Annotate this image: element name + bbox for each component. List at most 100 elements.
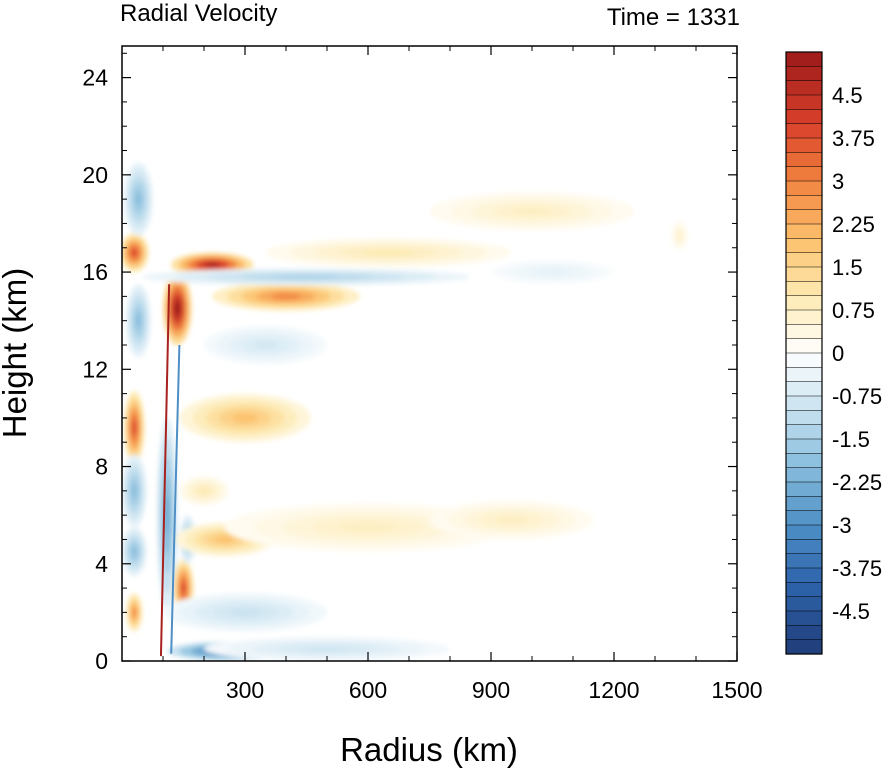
x-tick-label: 900 bbox=[472, 677, 510, 703]
eyewall-outflow-line bbox=[159, 284, 171, 657]
x-tick-label: 600 bbox=[349, 677, 387, 703]
field-blob bbox=[165, 495, 170, 535]
field-blob bbox=[339, 522, 397, 533]
colorbar-bin bbox=[785, 166, 823, 182]
velocity-field-lines bbox=[159, 284, 181, 657]
field-blob bbox=[199, 487, 209, 494]
colorbar-tick-label: -4.5 bbox=[832, 599, 870, 624]
colorbar-bin bbox=[785, 625, 823, 641]
x-tick-label: 1500 bbox=[711, 677, 762, 703]
colorbar-bin bbox=[785, 94, 823, 110]
colorbar-bin bbox=[785, 295, 823, 311]
colorbar-tick-label: -3 bbox=[832, 513, 852, 538]
colorbar-bin bbox=[785, 352, 823, 368]
colorbar-bin bbox=[785, 610, 823, 626]
y-tick-label: 8 bbox=[95, 454, 108, 480]
colorbar-bin bbox=[785, 238, 823, 254]
y-tick-label: 0 bbox=[95, 648, 108, 674]
field-blob bbox=[181, 582, 186, 594]
field-blob bbox=[511, 207, 553, 216]
field-blob bbox=[677, 232, 682, 239]
colorbar-bin bbox=[785, 539, 823, 555]
colorbar-bin bbox=[785, 209, 823, 225]
field-blob bbox=[540, 269, 565, 275]
field-blob bbox=[131, 546, 137, 557]
eyewall-inflow-line bbox=[170, 344, 181, 654]
colorbar-tick-label: 3 bbox=[832, 169, 844, 194]
y-axis-label: Height (km) bbox=[0, 268, 33, 439]
field-blob bbox=[131, 248, 138, 257]
y-tick-label: 24 bbox=[82, 65, 108, 91]
x-tick-label: 300 bbox=[226, 677, 264, 703]
colorbar-bin bbox=[785, 553, 823, 569]
time-label: Time = 1331 bbox=[607, 4, 740, 31]
colorbar-bin bbox=[785, 266, 823, 282]
colorbar-bin bbox=[785, 51, 823, 67]
colorbar-bin bbox=[785, 309, 823, 325]
field-blob bbox=[135, 191, 142, 207]
colorbar-bin bbox=[785, 453, 823, 469]
x-axis-label: Radius (km) bbox=[340, 731, 518, 768]
velocity-field bbox=[122, 162, 688, 661]
colorbar-bin bbox=[785, 381, 823, 397]
y-tick-label: 20 bbox=[82, 162, 108, 188]
colorbar-bin bbox=[785, 281, 823, 297]
colorbar-bin bbox=[785, 109, 823, 125]
colorbar-bin bbox=[785, 123, 823, 139]
y-tick-label: 12 bbox=[82, 356, 108, 382]
colorbar-tick-label: 3.75 bbox=[832, 126, 875, 151]
y-tick-label: 4 bbox=[95, 551, 108, 577]
field-blob bbox=[174, 301, 181, 316]
colorbar-bin bbox=[785, 424, 823, 440]
colorbar-bin bbox=[785, 66, 823, 82]
colorbar-bin bbox=[785, 596, 823, 612]
colorbar-tick-label: 2.25 bbox=[832, 212, 875, 237]
colorbar-tick-label: 1.5 bbox=[832, 255, 863, 280]
field-blob bbox=[253, 341, 278, 349]
colorbar-bin bbox=[785, 410, 823, 426]
y-tick-label: 16 bbox=[82, 259, 108, 285]
colorbar-frame bbox=[785, 51, 823, 655]
field-blob bbox=[228, 608, 262, 617]
colorbar-bin bbox=[785, 639, 823, 655]
chart-title: Radial Velocity bbox=[120, 0, 277, 27]
colorbar-bin bbox=[785, 582, 823, 598]
colorbar-tick-label: -0.75 bbox=[832, 384, 882, 409]
colorbar-bin bbox=[785, 137, 823, 153]
field-blob bbox=[363, 249, 414, 256]
field-blob bbox=[132, 420, 137, 435]
colorbar-bin bbox=[785, 510, 823, 526]
colorbar-bin bbox=[785, 395, 823, 411]
colorbar: 4.5 3.75 3 2.25 1.5 0.75 0 -0.75 -1.5 -2.25 -3 -3.7… bbox=[785, 51, 882, 655]
colorbar-tick-label: 0 bbox=[832, 341, 844, 366]
colorbar-bin bbox=[785, 223, 823, 239]
colorbar-tick-label: -3.75 bbox=[832, 556, 882, 581]
colorbar-bin bbox=[785, 567, 823, 583]
colorbar-tick-label: 0.75 bbox=[832, 298, 875, 323]
plot-frame bbox=[121, 45, 738, 662]
field-blob bbox=[135, 313, 141, 328]
colorbar-bin bbox=[785, 80, 823, 96]
colorbar-bin bbox=[785, 195, 823, 211]
field-blob bbox=[273, 275, 340, 279]
field-blob bbox=[214, 536, 235, 543]
colorbar-tick-label: -2.25 bbox=[832, 470, 882, 495]
colorbar-bin bbox=[785, 252, 823, 268]
colorbar-bin bbox=[785, 152, 823, 168]
colorbar-bin bbox=[785, 180, 823, 196]
colorbar-bin bbox=[785, 338, 823, 354]
field-blob bbox=[231, 413, 259, 423]
field-blob bbox=[271, 293, 301, 300]
colorbar-bin bbox=[785, 481, 823, 497]
colorbar-bin bbox=[785, 496, 823, 512]
colorbar-bin bbox=[785, 467, 823, 483]
colorbar-tick-label: 4.5 bbox=[832, 83, 863, 108]
colorbar-bin bbox=[785, 524, 823, 540]
colorbar-bin bbox=[785, 438, 823, 454]
field-blob bbox=[302, 646, 352, 652]
x-tick-label: 1200 bbox=[588, 677, 639, 703]
field-blob bbox=[495, 516, 528, 524]
field-blob bbox=[132, 608, 136, 617]
field-blob bbox=[131, 483, 137, 499]
